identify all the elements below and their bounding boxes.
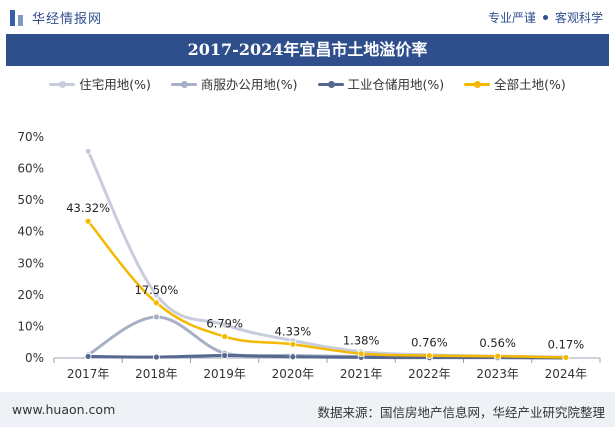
legend-label-commercial: 商服办公用地(%) xyxy=(200,77,298,92)
top-bar: 华经情报网 专业严谨 客观科学 xyxy=(0,0,615,34)
data-point-residential xyxy=(152,291,160,299)
data-point-all xyxy=(152,299,160,307)
legend-item-industrial[interactable]: 工业仓储用地(%) xyxy=(317,74,445,93)
legend-label-residential: 住宅用地(%) xyxy=(79,77,151,92)
legend-swatch-all-icon xyxy=(464,79,491,89)
data-label-all: 0.76% xyxy=(411,336,448,350)
y-tick-label: 0% xyxy=(25,351,44,365)
legend-item-commercial[interactable]: 商服办公用地(%) xyxy=(170,74,298,93)
data-label-all: 0.56% xyxy=(479,336,516,350)
data-label-all: 6.79% xyxy=(206,317,243,331)
footer-source: 数据来源：国信房地产信息网，华经产业研究院整理 xyxy=(317,405,605,420)
y-tick-label: 10% xyxy=(17,319,44,333)
x-tick-label: 2022年 xyxy=(408,367,451,381)
footer: www.huaon.com 数据来源：国信房地产信息网，华经产业研究院整理 xyxy=(0,392,615,427)
data-point-all xyxy=(494,352,502,360)
legend-swatch-commercial-icon xyxy=(170,79,197,89)
legend-item-all[interactable]: 全部土地(%) xyxy=(464,74,566,93)
x-tick-label: 2020年 xyxy=(272,367,315,381)
y-tick-label: 70% xyxy=(17,130,44,144)
data-point-all xyxy=(289,340,297,348)
legend-label-industrial: 工业仓储用地(%) xyxy=(347,77,445,92)
data-label-all: 1.38% xyxy=(343,334,380,348)
legend-label-all: 全部土地(%) xyxy=(494,77,566,92)
brand[interactable]: 华经情报网 xyxy=(10,8,102,27)
x-tick-label: 2019年 xyxy=(203,367,246,381)
data-point-all xyxy=(357,350,365,358)
x-tick-label: 2024年 xyxy=(545,367,588,381)
footer-url-link[interactable]: www.huaon.com xyxy=(12,402,116,417)
x-tick-label: 2021年 xyxy=(340,367,383,381)
legend-item-residential[interactable]: 住宅用地(%) xyxy=(49,74,151,93)
data-point-industrial xyxy=(152,353,160,361)
x-tick-label: 2023年 xyxy=(476,367,519,381)
y-tick-label: 30% xyxy=(17,256,44,270)
data-point-commercial xyxy=(152,313,160,321)
legend-swatch-residential-icon xyxy=(49,79,76,89)
dot-separator-icon xyxy=(542,15,548,20)
data-point-industrial xyxy=(221,352,229,359)
tag-objective: 客观科学 xyxy=(554,11,603,25)
y-tick-label: 40% xyxy=(17,225,44,239)
series-line-industrial xyxy=(86,353,568,360)
line-chart: 0% 10% 20% 30% 40% 50% 60% 70% 2017年 2018年 2019年 20… xyxy=(17,130,601,381)
y-tick-label: 60% xyxy=(17,162,44,176)
data-point-all xyxy=(425,352,433,360)
header-tags: 专业严谨 客观科学 xyxy=(488,9,603,26)
y-tick-label: 50% xyxy=(17,193,44,207)
data-label-all: 4.33% xyxy=(275,324,312,338)
data-label-all: 43.32% xyxy=(66,201,110,215)
tag-professional: 专业严谨 xyxy=(487,11,536,25)
data-label-all: 17.50% xyxy=(134,283,178,297)
data-point-all xyxy=(562,354,570,361)
data-point-industrial xyxy=(289,353,297,361)
legend-swatch-industrial-icon xyxy=(317,79,344,89)
brand-name: 华经情报网 xyxy=(32,12,103,27)
data-point-all xyxy=(84,217,92,225)
x-tick-label: 2018年 xyxy=(135,367,178,381)
data-point-residential xyxy=(84,147,92,155)
x-tick-label: 2017年 xyxy=(67,367,110,381)
brand-logo-icon xyxy=(10,9,24,26)
chart-legend: 住宅用地(%) 商服办公用地(%) 工业仓储用地(%) 全部土地(%) xyxy=(0,74,615,93)
data-point-all xyxy=(221,333,229,340)
data-point-industrial xyxy=(84,353,92,360)
data-label-all: 0.17% xyxy=(548,337,585,351)
y-tick-label: 20% xyxy=(17,288,44,302)
chart-title: 2017-2024年宜昌市土地溢价率 xyxy=(6,34,609,66)
data-point-residential xyxy=(221,321,229,329)
series-line-residential xyxy=(86,149,568,359)
